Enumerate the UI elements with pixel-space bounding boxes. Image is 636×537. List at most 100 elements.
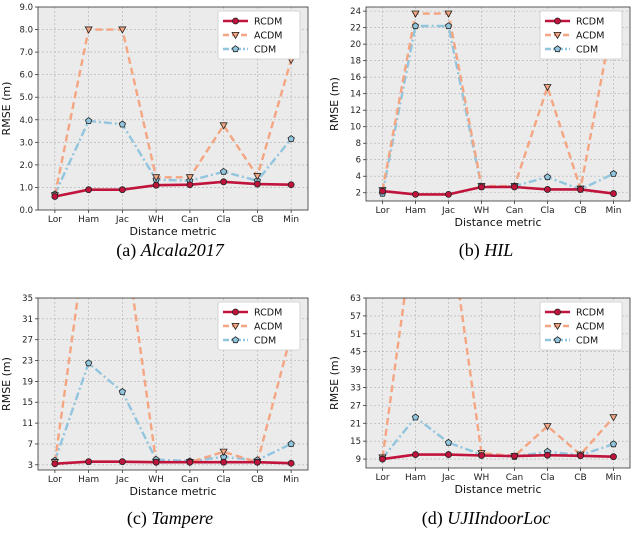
marker-rcdm [51,193,59,200]
legend-label-cdm: CDM [254,45,276,56]
caption-d-label: (d) [421,508,443,528]
marker-rcdm [186,181,194,189]
marker-cdm [287,440,295,448]
y-tick-label: 7 [28,440,33,450]
plot-frame [37,6,309,211]
marker-rcdm [379,455,386,463]
legend-label-cdm: CDM [576,336,598,347]
x-tick-label: Jac [115,215,129,225]
y-tick-label: 23 [22,357,33,367]
y-tick-label: 11 [22,419,33,429]
y-tick-label: 63 [350,294,361,304]
legend-marker-rcdm [232,17,239,25]
marker-rcdm [220,178,228,186]
marker-rcdm [577,186,584,193]
x-axis-label: Distance metric [454,483,541,496]
marker-rcdm [186,458,194,466]
legend-marker-cdm [231,45,240,53]
y-axis-label: RMSE (m) [0,357,13,411]
y-tick-label: 1.0 [19,183,33,193]
marker-rcdm [85,186,93,194]
marker-cdm [411,413,420,421]
y-tick-label: 7.0 [19,48,33,58]
marker-cdm [444,438,453,446]
y-tick-label: 20 [350,40,361,50]
marker-acdm [543,84,552,92]
x-tick-label: Lor [375,206,389,216]
y-tick-label: 9.0 [19,3,33,13]
panel-tampere: 3 7 11 15 19 23 27 31 35 Lor Ham Jac WH Can Cla CB Min Di… [0,294,309,498]
caption-c: (c) Tampere [40,508,300,529]
marker-cdm [85,117,93,124]
legend-label-rcdm: RCDM [254,308,282,319]
marker-acdm [609,414,618,422]
y-tick-label: 22 [350,24,361,34]
y-axis-label: RMSE (m) [0,82,13,136]
marker-rcdm [152,181,160,189]
legend-label-acdm: ACDM [254,31,282,42]
y-tick-label: 21 [350,419,361,429]
y-tick-label: 33 [350,383,361,393]
legend-box [217,301,301,351]
y-tick-label: 10 [350,123,361,133]
legend-label-acdm: ACDM [576,31,604,42]
marker-rcdm [511,452,518,460]
legend-marker-acdm [231,322,240,331]
marker-cdm [287,135,295,143]
y-tick-label: 4 [356,172,361,182]
legend-box [217,10,301,60]
caption-d: (d) UJIIndoorLoc [336,508,636,529]
y-tick-label: 2 [356,189,361,199]
marker-rcdm [478,452,485,459]
series-line-cdm [53,119,293,195]
x-tick-label: Min [283,215,299,225]
x-axis-label: Distance metric [129,225,216,238]
y-tick-label: 31 [22,315,33,325]
marker-cdm [543,173,552,181]
marker-rcdm [478,183,485,191]
marker-acdm [185,174,194,182]
marker-rcdm [577,452,584,460]
marker-cdm [444,22,453,30]
x-tick-label: Cla [216,215,230,225]
legend-label-rcdm: RCDM [254,17,282,28]
x-tick-label: Can [506,206,524,216]
caption-c-label: (c) [126,508,147,528]
x-tick-label: CB [251,475,263,485]
y-tick-label: 27 [350,401,361,411]
y-axis-label: RMSE (m) [328,356,341,410]
caption-a: (a) Alcala2017 [40,240,300,261]
y-tick-label: 45 [350,348,361,358]
y-tick-label: 2.0 [19,161,33,171]
caption-b-label: (b) [458,240,480,260]
y-tick-label: 57 [350,312,361,322]
marker-rcdm [253,180,261,188]
caption-c-name: Tampere [151,508,214,528]
marker-rcdm [610,453,617,461]
legend-label-rcdm: RCDM [576,17,604,28]
x-tick-label: Jac [441,473,455,483]
marker-acdm [253,173,262,181]
x-tick-label: Ham [78,475,99,485]
marker-acdm [84,26,93,34]
legend-marker-rcdm [232,308,239,316]
marker-acdm [152,174,161,182]
legend-marker-cdm [553,45,562,53]
legend-box [539,301,623,351]
series-layer [53,28,293,198]
x-tick-label: Min [606,473,622,483]
series-layer [53,298,293,465]
marker-rcdm [51,460,59,468]
x-tick-label: Lor [48,215,62,225]
y-axis-label: RMSE (m) [328,77,341,131]
panel-ujiindoorloc: 9 15 21 27 33 39 45 51 57 63 Lor Ham Jac WH Can Cla CB Mi… [328,294,631,496]
marker-rcdm [118,458,126,466]
marker-rcdm [511,183,518,191]
marker-rcdm [412,451,419,458]
x-tick-label: Ham [405,473,426,483]
x-tick-label: Min [283,475,299,485]
y-tick-label: 4.0 [19,116,33,126]
y-tick-label: 24 [350,7,361,17]
legend-label-acdm: ACDM [576,322,604,333]
